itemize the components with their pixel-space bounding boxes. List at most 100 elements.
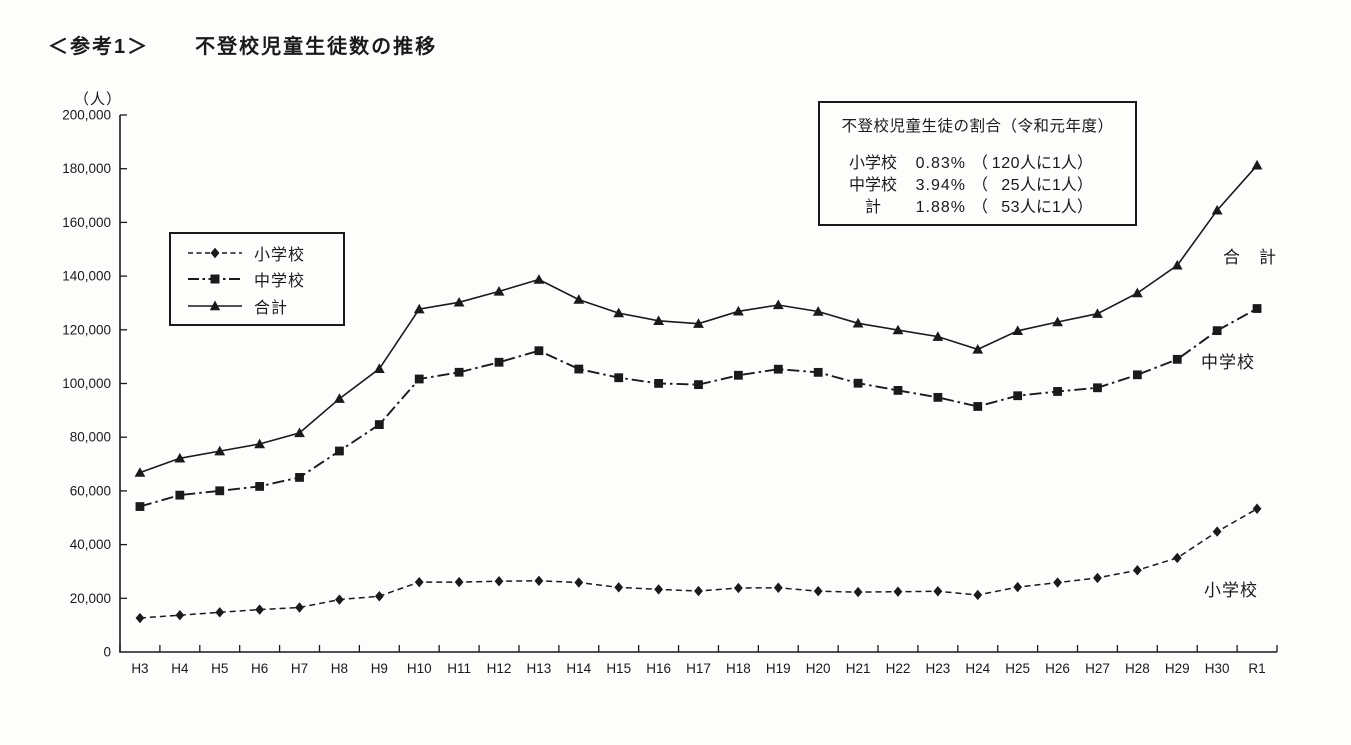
marker-triangle-合計 xyxy=(1052,316,1063,327)
series-line-中学校 xyxy=(139,307,1258,508)
marker-diamond-小学校 xyxy=(1172,552,1182,564)
marker-square-中学校 xyxy=(773,364,783,374)
ratio-count: 53 xyxy=(1001,199,1020,216)
marker-diamond-小学校 xyxy=(175,609,185,621)
marker-square-中学校 xyxy=(813,367,823,377)
marker-square-中学校 xyxy=(135,502,145,511)
x-axis-tick-label: H25 xyxy=(1005,661,1030,676)
ratio-info-rows: 小学校 0.83% （ 120 人に1人） 中学校 3.94% （ 25 人に1… xyxy=(820,153,1135,219)
marker-diamond-小学校 xyxy=(1093,572,1102,584)
marker-triangle-合計 xyxy=(453,296,465,307)
marker-triangle-合計 xyxy=(413,303,425,314)
x-axis-tick-label: H26 xyxy=(1045,661,1070,676)
marker-diamond-小学校 xyxy=(813,585,823,597)
ratio-unit: 人に1人） xyxy=(1020,199,1093,216)
marker-square-中学校 xyxy=(374,420,384,429)
ratio-info-title: 不登校児童生徒の割合（令和元年度） xyxy=(841,118,1114,135)
x-axis-tick-label: H8 xyxy=(331,661,348,676)
marker-square-中学校 xyxy=(494,357,504,367)
ratio-rate: 3.94% xyxy=(915,177,966,194)
x-axis-tick-label: H23 xyxy=(925,661,950,676)
marker-diamond-小学校 xyxy=(574,577,584,588)
series-end-label-total: 合 計 xyxy=(1223,248,1277,267)
marker-square-中学校 xyxy=(414,374,424,384)
series-end-label-elementary: 小学校 xyxy=(1204,581,1258,600)
marker-diamond-小学校 xyxy=(893,586,903,597)
marker-triangle-合計 xyxy=(932,331,944,341)
marker-square-中学校 xyxy=(1212,326,1222,336)
y-axis-tick-label: 140,000 xyxy=(62,269,111,284)
ratio-row-junior-high: 中学校 3.94% （ 25 人に1人） xyxy=(820,175,1135,197)
marker-triangle-合計 xyxy=(613,307,625,318)
y-axis-tick-label: 20,000 xyxy=(70,591,111,606)
marker-square-中学校 xyxy=(454,367,464,377)
marker-square-中学校 xyxy=(1252,304,1262,313)
y-axis-tick-label: 200,000 xyxy=(62,108,111,123)
marker-triangle-合計 xyxy=(772,299,784,310)
marker-square-中学校 xyxy=(893,386,903,395)
x-axis-tick-label: H19 xyxy=(766,661,791,676)
marker-triangle-合計 xyxy=(812,306,824,316)
x-axis-tick-label: H28 xyxy=(1125,661,1150,676)
y-axis-tick-label: 40,000 xyxy=(70,537,111,552)
marker-diamond-小学校 xyxy=(654,584,664,595)
ratio-row-elementary: 小学校 0.83% （ 120 人に1人） xyxy=(820,153,1135,175)
marker-square-中学校 xyxy=(973,402,983,411)
ratio-label: 中学校 xyxy=(848,177,897,194)
marker-triangle-合計 xyxy=(493,286,505,296)
marker-square-中学校 xyxy=(733,370,743,380)
marker-diamond-小学校 xyxy=(374,591,384,602)
marker-diamond-小学校 xyxy=(414,576,424,588)
marker-diamond-小学校 xyxy=(295,602,304,613)
marker-diamond-小学校 xyxy=(694,585,703,597)
y-axis-tick-label: 160,000 xyxy=(62,215,111,230)
marker-diamond-小学校 xyxy=(733,582,743,594)
y-axis-tick-label: 80,000 xyxy=(70,430,111,445)
dashdot-square-marker-icon xyxy=(187,272,243,286)
x-axis-tick-label: H18 xyxy=(726,661,751,676)
ratio-row-total: 計 1.88% （ 53 人に1人） xyxy=(820,197,1135,219)
y-axis-tick-label: 120,000 xyxy=(62,322,111,337)
marker-square-中学校 xyxy=(1013,391,1023,401)
marker-triangle-合計 xyxy=(653,315,665,325)
legend-item-total: 合計 xyxy=(187,294,343,318)
marker-triangle-合計 xyxy=(254,438,266,449)
x-axis-tick-label: H24 xyxy=(965,661,990,676)
marker-square-中学校 xyxy=(335,446,344,456)
dashed-diamond-marker-icon xyxy=(187,246,243,260)
page-title: 不登校児童生徒数の推移 xyxy=(195,36,438,58)
marker-diamond-小学校 xyxy=(973,589,983,601)
legend-label-elementary: 小学校 xyxy=(254,246,306,264)
ratio-count: 120 xyxy=(991,155,1020,172)
x-axis-tick-label: H13 xyxy=(527,661,552,676)
marker-triangle-合計 xyxy=(1171,259,1183,270)
page-title-row: ＜参考1＞ 不登校児童生徒数の推移 xyxy=(48,30,437,59)
marker-triangle-合計 xyxy=(134,467,146,477)
series-end-label-junior-high: 中学校 xyxy=(1201,353,1255,372)
marker-diamond-小学校 xyxy=(1212,526,1222,537)
marker-square-中学校 xyxy=(1172,354,1182,364)
x-axis-tick-label: H22 xyxy=(886,661,911,676)
marker-square-中学校 xyxy=(175,490,185,500)
x-axis-tick-label: H20 xyxy=(806,661,831,676)
marker-triangle-合計 xyxy=(174,452,186,463)
x-axis-tick-label: H5 xyxy=(211,661,228,676)
marker-diamond-小学校 xyxy=(335,594,344,605)
marker-diamond-小学校 xyxy=(255,604,265,615)
marker-square-中学校 xyxy=(1132,370,1142,380)
ratio-paren: （ xyxy=(972,199,989,216)
marker-diamond-小学校 xyxy=(773,582,783,593)
marker-square-中学校 xyxy=(255,482,265,491)
y-axis-tick-label: 0 xyxy=(103,645,111,660)
marker-diamond-小学校 xyxy=(1132,565,1142,576)
x-axis-tick-label: H7 xyxy=(291,661,308,676)
marker-diamond-小学校 xyxy=(534,575,544,587)
marker-square-中学校 xyxy=(694,380,703,390)
marker-diamond-小学校 xyxy=(853,586,863,598)
ratio-label: 小学校 xyxy=(848,155,897,172)
y-axis-tick-label: 100,000 xyxy=(62,376,111,391)
marker-diamond-小学校 xyxy=(614,582,624,593)
legend-item-junior-high: 中学校 xyxy=(187,267,343,291)
